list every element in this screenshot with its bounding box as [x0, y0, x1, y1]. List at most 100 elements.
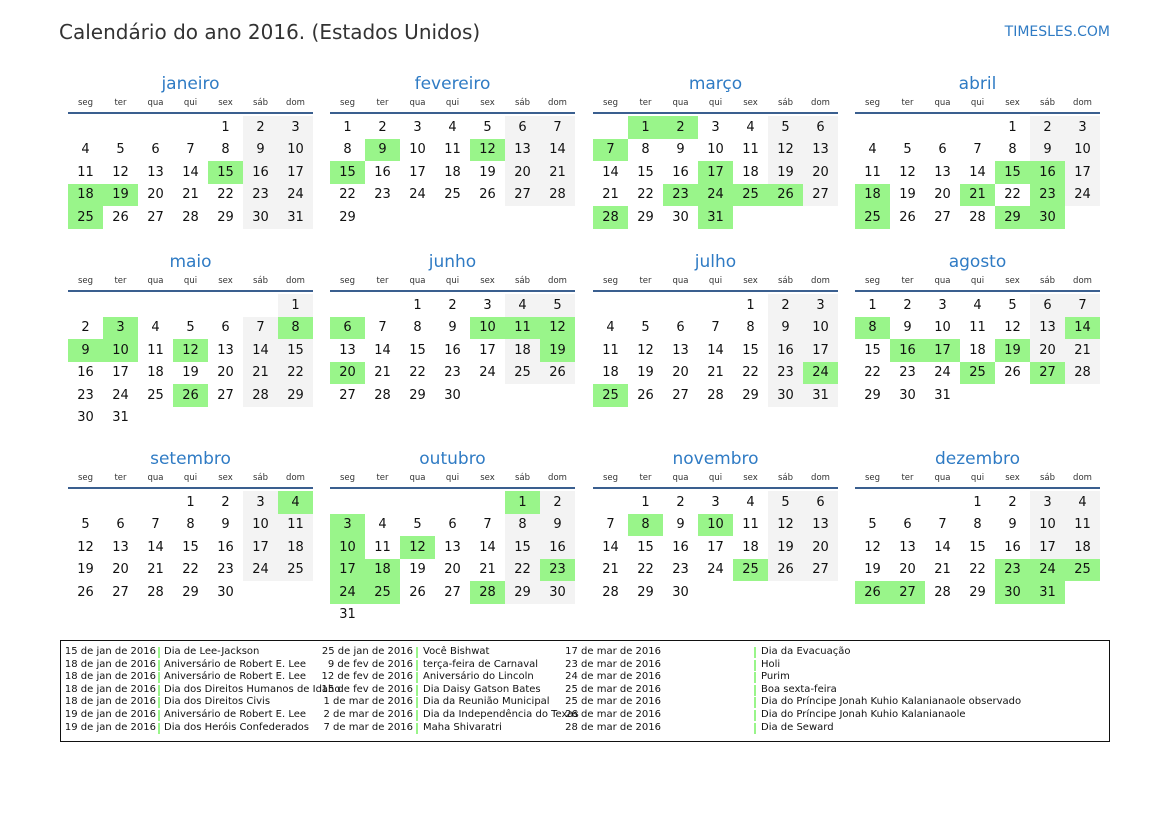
day-cell: 14: [540, 138, 575, 161]
month-title: janeiro: [161, 74, 220, 94]
day-cell: 9: [540, 513, 575, 536]
day-cell: 19: [637, 365, 654, 381]
day-cell: 4: [378, 517, 387, 533]
weekday-label: sáb: [252, 276, 269, 286]
divider: [330, 487, 575, 489]
day-cell: 21: [707, 365, 724, 381]
legend-holiday-name: Dia de Lee-Jackson: [164, 646, 260, 657]
day-cell: 4: [1065, 491, 1100, 514]
day-cell: 13: [803, 513, 838, 536]
legend-date: 24 de mar de 2016: [565, 671, 661, 683]
weekday-label: sáb: [777, 98, 794, 108]
legend-holiday-name: Dia da Evacuação: [761, 646, 851, 657]
weekday-label: qui: [183, 276, 198, 286]
holiday-day: 10: [103, 339, 138, 362]
day-cell: 10: [934, 320, 951, 336]
day-cell: 7: [1065, 294, 1100, 317]
weekday-label: qui: [970, 473, 985, 483]
legend-marker: [416, 672, 418, 684]
day-cell: 17: [803, 339, 838, 362]
holiday-day: 19: [103, 183, 138, 206]
legend-holiday-name: Dia de Seward: [761, 721, 834, 733]
weekday-header: seg ter qua qui sex sáb dom: [593, 473, 838, 485]
month-março: março seg ter qua qui sex sáb dom 1 2 3 4 5 6 7 8 9 10 11 1…: [593, 74, 838, 229]
page-title: Calendário do ano 2016. (Estados Unidos): [59, 20, 481, 44]
day-cell: 8: [413, 320, 422, 336]
day-cell: 1: [343, 119, 352, 135]
legend-date: 7 de mar de 2016: [323, 721, 413, 733]
empty-cell: [663, 294, 698, 317]
day-cell: 13: [1030, 316, 1065, 339]
empty-cell: [365, 294, 400, 317]
day-cell: 14: [969, 164, 986, 180]
day-cell: 16: [374, 164, 391, 180]
legend-marker: [158, 672, 160, 684]
empty-cell: [330, 491, 365, 514]
day-cell: 19: [182, 365, 199, 381]
day-cell: 27: [505, 183, 540, 206]
legend-date: 25 de mar de 2016: [565, 683, 661, 695]
day-cell: 13: [112, 539, 129, 555]
empty-cell: [103, 294, 138, 317]
day-cell: 28: [147, 584, 164, 600]
holiday-day: 15: [330, 161, 365, 184]
day-cell: 6: [803, 116, 838, 139]
day-cell: 18: [278, 536, 313, 559]
day-cell: 3: [711, 119, 720, 135]
holiday-day: 29: [995, 206, 1030, 229]
day-cell: 22: [637, 187, 654, 203]
legend-date: 25 de mar de 2016: [565, 696, 661, 708]
day-cell: 10: [243, 513, 278, 536]
day-cell: 5: [768, 116, 803, 139]
weekday-header: seg ter qua qui sex sáb dom: [68, 98, 313, 110]
legend-holiday-name: terça-feira de Carnaval: [423, 658, 539, 670]
holiday-day: 31: [698, 206, 733, 229]
day-cell: 14: [374, 342, 391, 358]
weekday-label: sáb: [514, 473, 531, 483]
day-cell: 12: [112, 164, 129, 180]
empty-cell: [138, 491, 173, 514]
holiday-day: 12: [540, 316, 575, 339]
weekday-label: sex: [1005, 473, 1020, 483]
holiday-day: 4: [278, 491, 313, 514]
day-cell: 18: [147, 365, 164, 381]
day-cell: 24: [1065, 183, 1100, 206]
weekday-label: ter: [901, 473, 914, 483]
day-cell: 28: [243, 384, 278, 407]
day-cell: 5: [868, 517, 877, 533]
day-grid: 1 2 3 4 5 6 7 8 9 10 11 12 13 14 15 16 17 18 19 20 21 22 23 24 2…: [330, 116, 575, 229]
day-cell: 29: [339, 209, 356, 225]
holiday-day: 10: [470, 316, 505, 339]
holiday-day: 16: [890, 339, 925, 362]
day-cell: 3: [803, 294, 838, 317]
weekday-header: seg ter qua qui sex sáb dom: [330, 98, 575, 110]
day-cell: 18: [969, 342, 986, 358]
day-cell: 4: [746, 119, 755, 135]
day-cell: 7: [483, 517, 492, 533]
month-setembro: setembro seg ter qua qui sex sáb dom 1 2 3 4 5 6 7 8 9 10…: [68, 449, 313, 604]
day-cell: 5: [1008, 297, 1017, 313]
weekday-label: seg: [77, 473, 94, 483]
day-cell: 23: [444, 365, 461, 381]
legend-date: 26 de mar de 2016: [565, 709, 661, 720]
day-grid: 1 2 3 4 5 6 7 8 9 10 11 12 13 14 15 16 17 18 19 20 21 22 23 24 2…: [855, 491, 1100, 604]
day-cell: 31: [339, 607, 356, 623]
empty-cell: [925, 116, 960, 139]
holiday-day: 10: [698, 513, 733, 536]
day-cell: 1: [413, 297, 422, 313]
holiday-day: 26: [768, 183, 803, 206]
day-cell: 17: [243, 536, 278, 559]
legend-date: 18 de jan de 2016: [64, 658, 156, 670]
day-cell: 28: [374, 387, 391, 403]
day-cell: 15: [182, 539, 199, 555]
day-cell: 11: [969, 320, 986, 336]
day-cell: 22: [217, 187, 234, 203]
weekday-label: dom: [548, 98, 567, 108]
month-junho: junho seg ter qua qui sex sáb dom 1 2 3 4 5 6 7 8 9 10 11 1…: [330, 252, 575, 407]
holiday-day: 26: [855, 581, 890, 604]
day-cell: 22: [182, 562, 199, 578]
weekday-label: qui: [708, 276, 723, 286]
site-link[interactable]: TIMESLES.COM: [1004, 24, 1110, 40]
weekday-label: dom: [548, 473, 567, 483]
day-cell: 21: [243, 361, 278, 384]
